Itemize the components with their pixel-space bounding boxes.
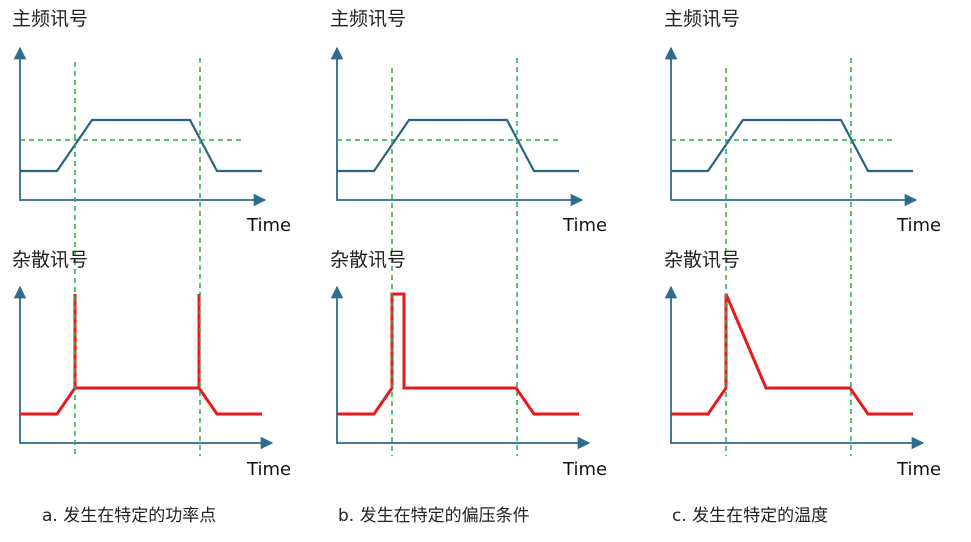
main-signal-label-b: 主频讯号 — [330, 8, 407, 30]
main-signal-trace-c — [671, 118, 913, 173]
spur-axes-b — [330, 285, 591, 450]
main-signal-chart-b — [330, 46, 584, 207]
panel-a — [13, 46, 274, 456]
time-axis-label-b-bottom: Time — [563, 459, 608, 480]
main-axes-c — [664, 46, 918, 207]
main-axes-b — [330, 46, 584, 207]
main-signal-chart-c — [664, 46, 918, 207]
caption-a: a. 发生在特定的功率点 — [42, 506, 217, 526]
time-axis-label-a-top: Time — [247, 215, 292, 236]
spur-signal-trace-c — [671, 293, 913, 416]
main-signal-trace-b — [337, 118, 579, 173]
main-signal-label-c: 主频讯号 — [664, 8, 741, 30]
spur-signal-label-a: 杂散讯号 — [12, 249, 89, 271]
spur-axes-c — [664, 285, 925, 450]
main-signal-chart-a — [13, 46, 267, 207]
main-signal-label-a: 主频讯号 — [12, 8, 89, 30]
spur-signal-trace-a — [20, 294, 262, 416]
spur-axes-a — [13, 285, 274, 450]
time-axis-label-a-bottom: Time — [247, 459, 292, 480]
spur-signal-label-b: 杂散讯号 — [330, 249, 407, 271]
time-axis-label-b-top: Time — [563, 215, 608, 236]
panel-b — [330, 46, 591, 456]
spur-signal-label-c: 杂散讯号 — [664, 249, 741, 271]
spur-signal-chart-a — [13, 285, 274, 450]
panel-c — [664, 46, 925, 456]
time-axis-label-c-bottom: Time — [897, 459, 942, 480]
spur-signal-trace-b — [337, 292, 579, 416]
main-axes-a — [13, 46, 267, 207]
time-axis-label-c-top: Time — [897, 215, 942, 236]
caption-b: b. 发生在特定的偏压条件 — [338, 506, 530, 526]
spur-signal-chart-c — [664, 285, 925, 450]
caption-c: c. 发生在特定的温度 — [672, 506, 829, 526]
spur-signal-chart-b — [330, 285, 591, 450]
main-signal-trace-a — [20, 118, 262, 173]
